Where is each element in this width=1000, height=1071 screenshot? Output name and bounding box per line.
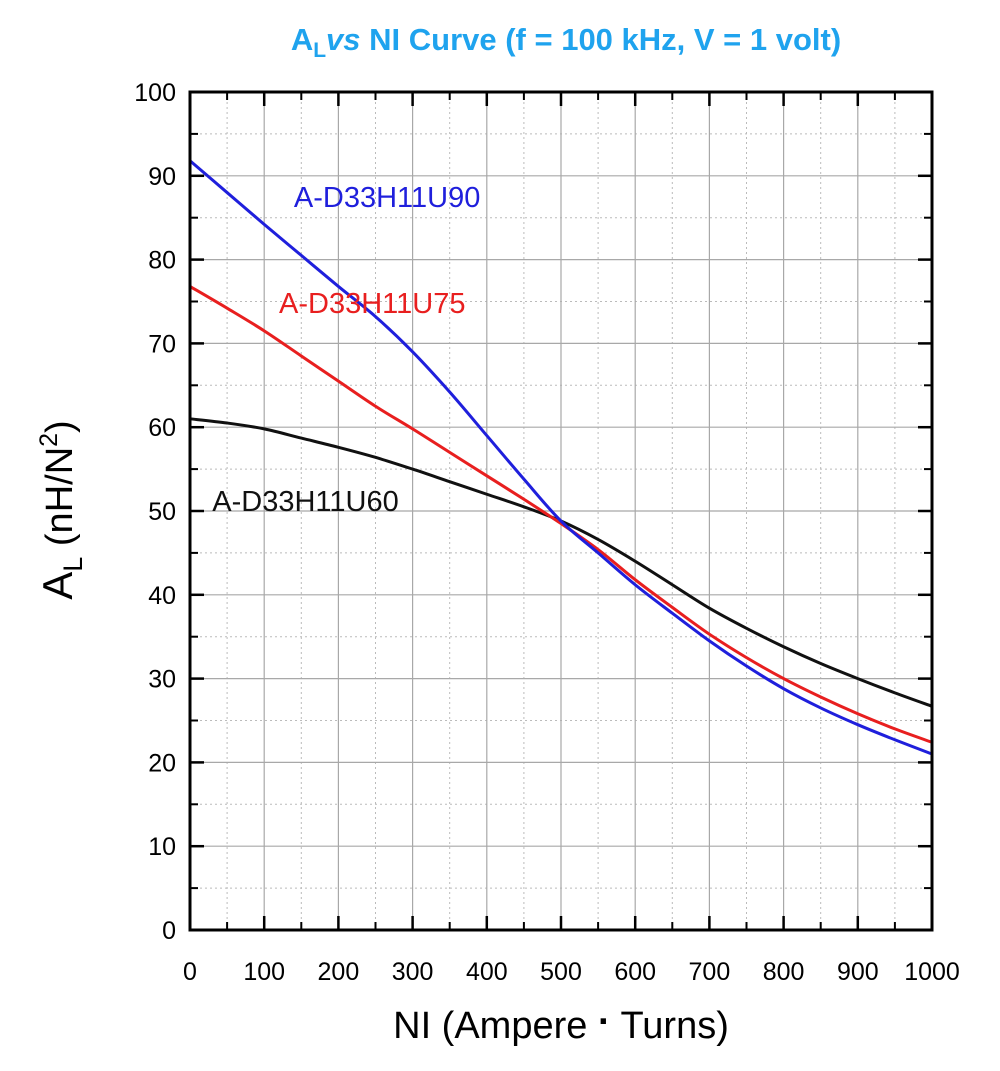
y-axis-title-units-close: ) <box>39 420 81 433</box>
x-tick-label: 500 <box>540 958 582 986</box>
y-tick-label: 40 <box>148 582 176 610</box>
y-tick-label: 70 <box>148 330 176 358</box>
x-tick-label: 200 <box>318 958 360 986</box>
chart-title: ALvs NI Curve (f = 100 kHz, V = 1 volt) <box>291 22 841 62</box>
y-axis-title-subscript: L <box>58 557 88 572</box>
series-labels: A-D33H11U90 A-D33H11U75 A-D33H11U60 <box>212 182 480 518</box>
y-axis-title-units-open: (nH/N <box>39 447 81 557</box>
x-tick-label: 100 <box>243 958 285 986</box>
series-line-a-d33h11u90 <box>189 159 933 756</box>
y-tick-labels: 0 10 20 30 40 50 60 70 80 90 100 <box>134 79 176 945</box>
y-tick-label: 30 <box>148 666 176 694</box>
chart-title-subscript: L <box>313 39 326 62</box>
y-tick-label: 100 <box>134 79 176 107</box>
series-layer <box>189 159 933 756</box>
y-axis-title: AL (nH/N2) <box>34 420 88 599</box>
series-label-a-d33h11u75: A-D33H11U75 <box>279 288 465 320</box>
x-tick-labels: 0 100 200 300 400 500 600 700 800 900 1000 <box>183 958 960 986</box>
series-line-a-d33h11u75 <box>189 285 933 744</box>
series-label-a-d33h11u90: A-D33H11U90 <box>294 182 480 214</box>
chart-title-vs: vs <box>326 22 360 57</box>
y-tick-label: 0 <box>162 917 176 945</box>
x-axis-title-after: Turns) <box>611 1005 729 1047</box>
x-axis-title-before: NI (Ampere <box>393 1005 598 1047</box>
x-tick-label: 300 <box>392 958 434 986</box>
x-tick-label: 0 <box>183 958 197 986</box>
y-axis-title-main: A <box>34 572 81 600</box>
y-tick-label: 20 <box>148 749 176 777</box>
x-tick-label: 700 <box>689 958 731 986</box>
y-axis-title-superscript: 2 <box>35 433 63 447</box>
axis-ticks <box>188 90 934 932</box>
chart-title-rest: NI Curve (f = 100 kHz, V = 1 volt) <box>361 22 842 57</box>
x-tick-label: 400 <box>466 958 508 986</box>
chart-title-prefix: A <box>291 22 313 57</box>
y-tick-label: 80 <box>148 247 176 275</box>
y-tick-label: 50 <box>148 498 176 526</box>
x-tick-label: 600 <box>614 958 656 986</box>
x-tick-label: 800 <box>763 958 805 986</box>
x-axis-title-dot: · <box>598 1001 611 1043</box>
x-axis-title: NI (Ampere · Turns) <box>393 1001 729 1047</box>
y-tick-label: 60 <box>148 414 176 442</box>
x-tick-label: 900 <box>837 958 879 986</box>
y-tick-label: 10 <box>148 833 176 861</box>
series-label-a-d33h11u60: A-D33H11U60 <box>212 486 398 518</box>
y-tick-label: 90 <box>148 163 176 191</box>
x-tick-label: 1000 <box>904 958 960 986</box>
